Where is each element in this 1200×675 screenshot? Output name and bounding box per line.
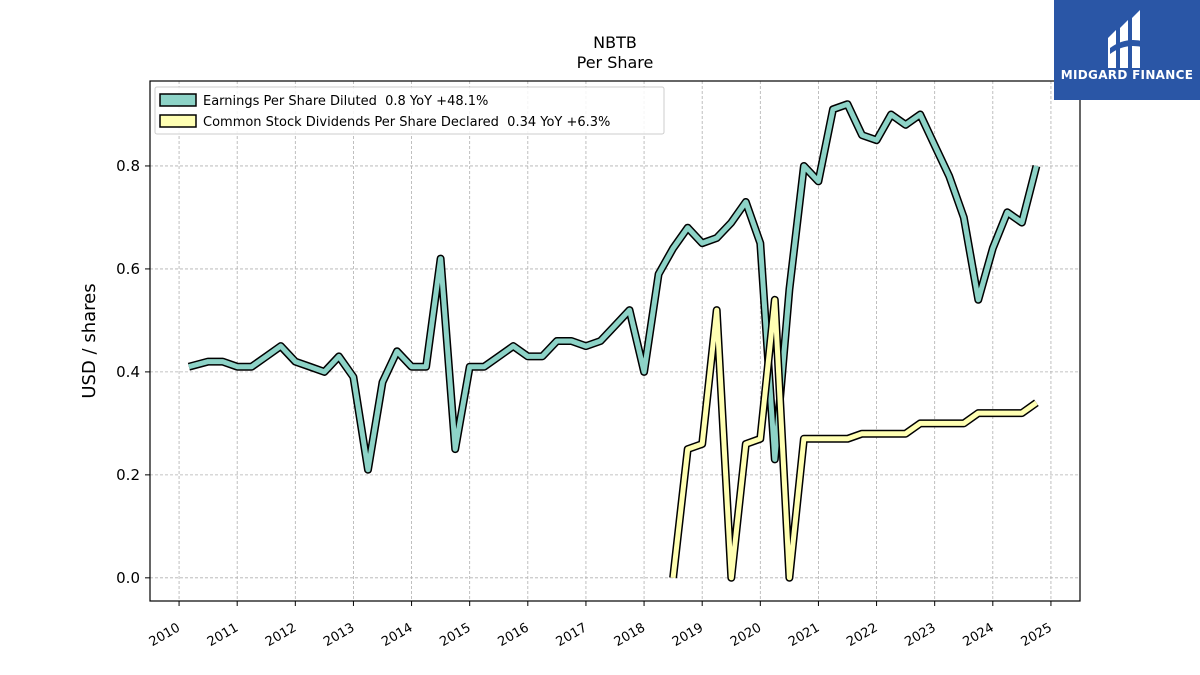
- series-lines: [187, 100, 1041, 582]
- y-tick-label: 0.2: [116, 466, 140, 484]
- chart-title: NBTB: [593, 33, 637, 52]
- y-tick-label: 0.0: [116, 569, 140, 587]
- x-tick-label: 2014: [379, 620, 415, 650]
- legend-swatch-dividends: [159, 114, 197, 128]
- legend-swatch-eps: [159, 93, 197, 107]
- x-tick-label: 2016: [496, 620, 532, 650]
- x-tick-label: 2023: [902, 620, 938, 650]
- x-tick-label: 2021: [786, 620, 822, 650]
- y-tick-label: 0.8: [116, 157, 140, 175]
- grid-lines: [150, 81, 1080, 601]
- brand-logo: MIDGARD FINANCE: [1054, 0, 1200, 100]
- y-axis-label: USD / shares: [79, 283, 100, 398]
- legend: Earnings Per Share Diluted 0.8 YoY +48.1…: [154, 86, 665, 135]
- x-tick-label: 2020: [728, 620, 764, 650]
- x-tick-label: 2010: [147, 620, 183, 650]
- x-tick-label: 2015: [437, 620, 473, 650]
- x-tick-label: 2017: [554, 620, 590, 650]
- x-tick-label: 2025: [1019, 620, 1055, 650]
- x-tick-label: 2024: [961, 620, 997, 650]
- series-outline-eps: [187, 100, 1041, 474]
- x-tick-label: 2018: [612, 620, 648, 650]
- x-tick-label: 2019: [670, 620, 706, 650]
- x-tick-label: 2022: [844, 620, 880, 650]
- plot-frame: [149, 80, 1081, 602]
- y-tick-label: 0.4: [116, 363, 140, 381]
- axes: 2010 2011 2012 2013 2014 2015 2016 2017 2018 2019…: [116, 157, 1055, 650]
- x-tick-label: 2011: [205, 620, 241, 650]
- legend-label-dividends: Common Stock Dividends Per Share Declare…: [203, 115, 610, 130]
- series-line-eps: [188, 101, 1039, 473]
- legend-box: [154, 86, 665, 135]
- legend-label-eps: Earnings Per Share Diluted 0.8 YoY +48.1…: [203, 94, 488, 109]
- midgard-logo-icon: [1108, 10, 1146, 68]
- y-tick-label: 0.6: [116, 260, 140, 278]
- chart-subtitle: Per Share: [577, 53, 654, 72]
- x-tick-label: 2013: [321, 620, 357, 650]
- series-line-dividends: [670, 297, 1038, 581]
- brand-logo-text: MIDGARD FINANCE: [1060, 68, 1194, 82]
- x-tick-label: 2012: [263, 620, 299, 650]
